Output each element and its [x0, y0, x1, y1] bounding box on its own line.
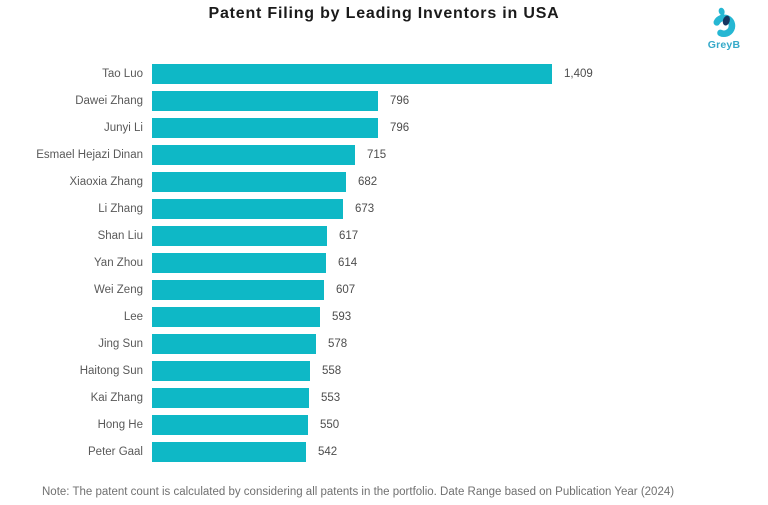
value-label: 614	[338, 257, 358, 269]
value-label: 607	[336, 284, 356, 296]
bar	[152, 199, 343, 219]
bar	[152, 415, 308, 435]
bar	[152, 442, 306, 462]
greyb-logo: GreyB	[702, 6, 746, 51]
bar	[152, 361, 310, 381]
value-label: 1,409	[564, 68, 593, 80]
bar-row: Shan Liu 617	[0, 226, 768, 246]
bar-row: Junyi Li 796	[0, 118, 768, 138]
value-label: 558	[322, 365, 342, 377]
inventor-label: Xiaoxia Zhang	[69, 176, 143, 188]
bar	[152, 388, 309, 408]
bar-row: Yan Zhou 614	[0, 253, 768, 273]
value-label: 673	[355, 203, 375, 215]
footnote: Note: The patent count is calculated by …	[42, 486, 675, 498]
chart-title: Patent Filing by Leading Inventors in US…	[208, 5, 560, 22]
inventor-label: Dawei Zhang	[75, 95, 143, 107]
greyb-logo-text: GreyB	[707, 39, 741, 51]
bar-row: Dawei Zhang 796	[0, 91, 768, 111]
bar-row: Esmael Hejazi Dinan 715	[0, 145, 768, 165]
bar-row: Li Zhang 673	[0, 199, 768, 219]
inventor-label: Esmael Hejazi Dinan	[36, 149, 143, 161]
value-label: 617	[339, 230, 359, 242]
inventor-label: Yan Zhou	[93, 257, 143, 269]
inventor-label: Lee	[123, 311, 143, 323]
bar-row: Lee 593	[0, 307, 768, 327]
bar	[152, 118, 378, 138]
bar-row: Haitong Sun 558	[0, 361, 768, 381]
bar-chart: Tao Luo 1,409 Dawei Zhang 796 Junyi Li 796 Esm…	[0, 64, 768, 469]
inventor-label: Peter Gaal	[88, 446, 143, 458]
value-label: 796	[390, 95, 410, 107]
value-label: 578	[328, 338, 348, 350]
bar-row: Tao Luo 1,409	[0, 64, 768, 84]
bar	[152, 91, 378, 111]
bar	[152, 64, 552, 84]
inventor-label: Kai Zhang	[90, 392, 143, 404]
inventor-label: Hong He	[97, 419, 143, 431]
bar-row: Kai Zhang 553	[0, 388, 768, 408]
bar-row: Wei Zeng 607	[0, 280, 768, 300]
value-label: 796	[390, 122, 410, 134]
value-label: 715	[367, 149, 387, 161]
bar-row: Jing Sun 578	[0, 334, 768, 354]
inventor-label: Wei Zeng	[93, 284, 143, 296]
bar	[152, 145, 355, 165]
value-label: 542	[318, 446, 338, 458]
bar	[152, 280, 324, 300]
value-label: 682	[358, 176, 378, 188]
inventor-label: Li Zhang	[98, 203, 143, 215]
bar	[152, 172, 346, 192]
bar-row: Xiaoxia Zhang 682	[0, 172, 768, 192]
bar-row: Hong He 550	[0, 415, 768, 435]
bar	[152, 226, 327, 246]
inventor-label: Junyi Li	[104, 122, 143, 134]
value-label: 553	[321, 392, 341, 404]
bar	[152, 253, 326, 273]
value-label: 593	[332, 311, 352, 323]
bar	[152, 334, 316, 354]
inventor-label: Tao Luo	[102, 68, 143, 80]
inventor-label: Shan Liu	[97, 230, 143, 242]
bar-row: Peter Gaal 542	[0, 442, 768, 462]
inventor-label: Haitong Sun	[79, 365, 143, 377]
inventor-label: Jing Sun	[98, 338, 143, 350]
value-label: 550	[320, 419, 340, 431]
greyb-logo-icon	[712, 7, 736, 37]
bar	[152, 307, 320, 327]
